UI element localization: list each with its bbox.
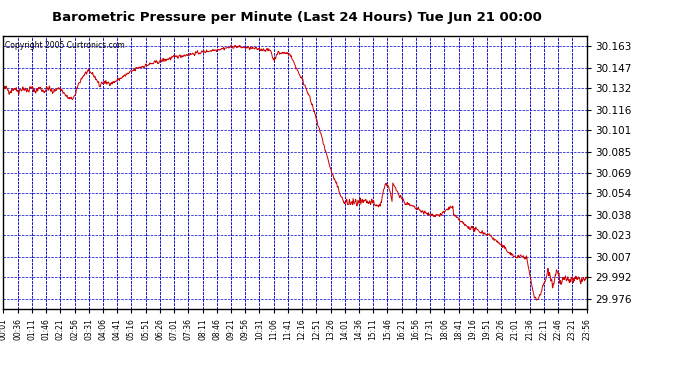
Text: Barometric Pressure per Minute (Last 24 Hours) Tue Jun 21 00:00: Barometric Pressure per Minute (Last 24 …	[52, 11, 542, 24]
Text: Copyright 2005 Curtronics.com: Copyright 2005 Curtronics.com	[5, 41, 124, 50]
